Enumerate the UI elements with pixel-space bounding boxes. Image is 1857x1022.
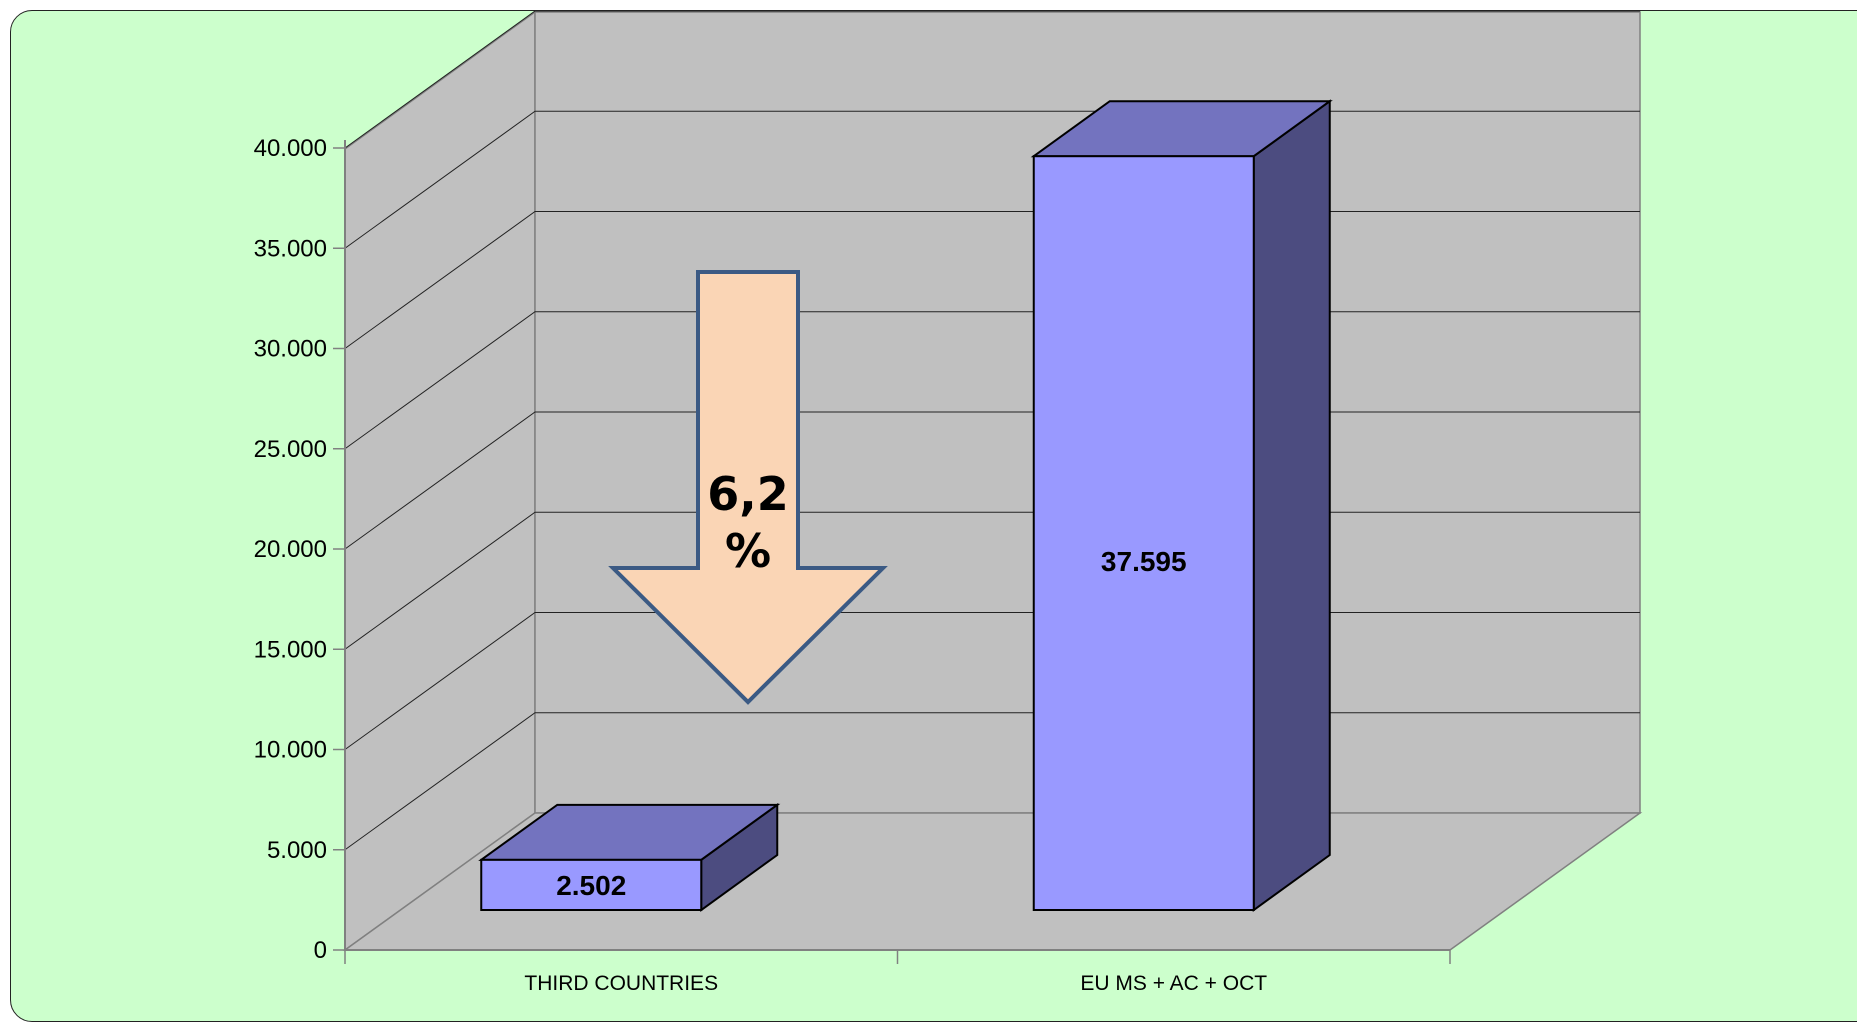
x-axis-categories: THIRD COUNTRIES EU MS + AC + OCT [344, 950, 1451, 995]
y-tick-label: 30.000 [254, 336, 327, 363]
y-tick-label: 0 [314, 937, 327, 964]
y-tick-label: 20.000 [254, 536, 327, 563]
bar-side [1252, 99, 1331, 912]
annotation: 6,2% [608, 270, 888, 705]
gridline [344, 10, 1640, 149]
chart-svg: 0 5.000 10.000 15.000 20.000 25.000 30.000 35.0… [254, 10, 1643, 995]
x-category-label: THIRD COUNTRIES [524, 972, 718, 995]
y-tick-label: 10.000 [254, 737, 327, 764]
bar-data-label: 2.502 [556, 870, 626, 901]
chart-walls [342, 10, 1643, 952]
bar-1: 2.502 [478, 802, 781, 912]
y-tick-label: 15.000 [254, 636, 327, 663]
y-tick-label: 25.000 [254, 436, 327, 463]
down-arrow-shape [608, 270, 888, 705]
y-tick-label: 40.000 [254, 135, 327, 162]
arrow-label-line1: 6,2 [707, 467, 789, 521]
bar-2: 37.595 [1030, 99, 1333, 912]
arrow-label-line2: % [725, 524, 771, 578]
bar-front [480, 858, 703, 911]
bars: 2.502 37.595 [478, 99, 1333, 912]
x-category-label: EU MS + AC + OCT [1080, 972, 1267, 995]
y-tick-label: 35.000 [254, 235, 327, 262]
bar-front [1032, 155, 1255, 911]
y-tick-label: 5.000 [267, 837, 327, 864]
y-axis-ticks: 0 5.000 10.000 15.000 20.000 25.000 30.000 35.0… [254, 135, 345, 964]
bar-data-label: 37.595 [1101, 546, 1187, 577]
